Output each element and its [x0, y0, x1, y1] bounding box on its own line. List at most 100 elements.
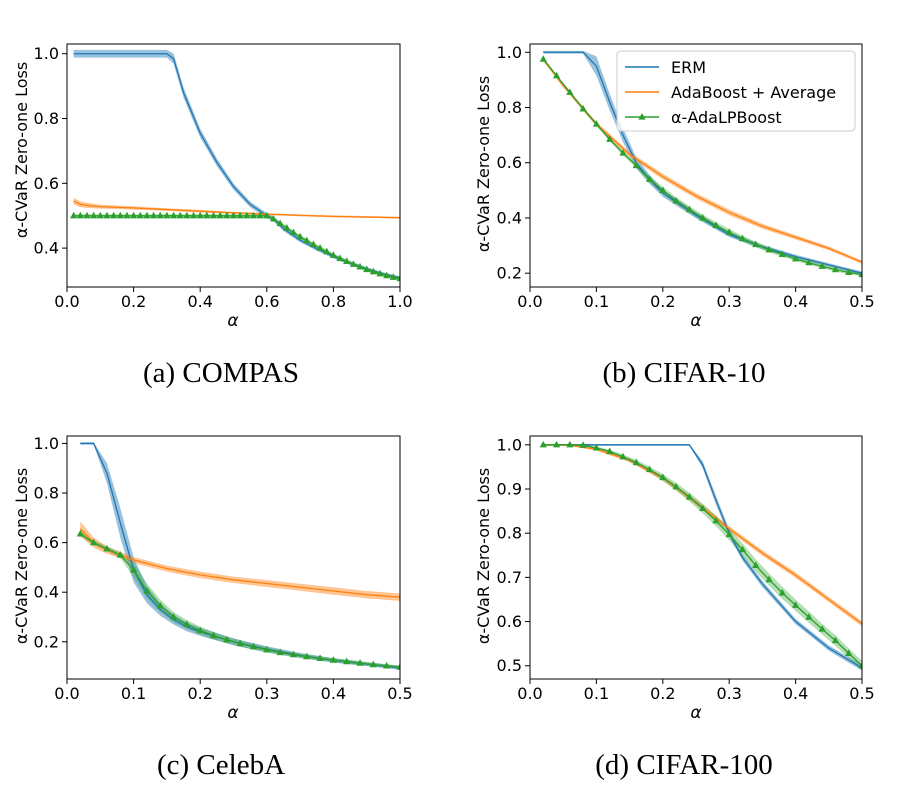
panel-a-adalpboost-marker [269, 214, 278, 222]
panel-a-adalpboost-marker [130, 211, 138, 219]
panel-d-adalpboost-marker [539, 440, 547, 448]
panel-c-xtick-label: 0.0 [54, 684, 79, 703]
panel-a-xtick-label: 0.0 [54, 292, 79, 311]
panel-c-adalpboost-marker [289, 650, 298, 658]
panel-b-xtick-label: 0.2 [650, 292, 675, 311]
panel-b-adalpboost-marker [685, 205, 693, 213]
panel-b-adalpboost-marker [699, 213, 707, 221]
panel-d-adalpboost-marker [765, 575, 773, 583]
panel-b-ylabel: α-CVaR Zero-one Loss [474, 76, 493, 252]
panel-d-adalpboost-marker [645, 465, 654, 473]
panel-b-adalpboost-marker [592, 120, 600, 127]
panel-d-ytick-label: 0.9 [497, 480, 522, 499]
panel-a-adalpboost-marker [76, 211, 84, 219]
panel-c-plot-area [76, 442, 400, 670]
panel-c-xtick-label: 0.1 [121, 684, 146, 703]
panel-b-adalpboost-marker [619, 149, 627, 156]
panel-c-adalpboost-marker [236, 639, 244, 647]
panel-b-xtick-label: 0.5 [849, 292, 874, 311]
panel-d-erm-band [543, 443, 862, 671]
panel-a-adalpboost-marker [276, 219, 284, 227]
panel-a-adalpboost-marker [209, 211, 218, 219]
panel-c-adalpboost-marker [303, 652, 311, 660]
panel-d-adaboost-average-band [543, 443, 862, 627]
panel-a-adalpboost-marker [256, 211, 264, 219]
panel-d-ytick-label: 0.6 [497, 612, 522, 631]
panel-d-adalpboost-marker [552, 440, 561, 448]
panel-d-plot-area [539, 440, 862, 671]
panel-a-adalpboost-marker [116, 211, 124, 219]
panel-a-adalpboost-marker [123, 211, 131, 219]
panel-a-erm-line [73, 53, 400, 279]
panel-c-adalpboost-marker [356, 659, 364, 666]
panel-c-caption: (c) CelebA [157, 749, 285, 780]
panel-b-adalpboost-marker [845, 268, 853, 275]
panel-b-ytick-label: 0.4 [497, 208, 522, 227]
panel-c-adaboost-average-band [80, 521, 400, 601]
panel-c-adalpboost-marker [90, 538, 98, 546]
panel-b-xtick-label: 0.1 [584, 292, 609, 311]
panel-a-erm-band [73, 49, 400, 280]
panel-b-adalpboost-marker [645, 175, 654, 182]
panel-b-frame [529, 43, 863, 288]
panel-d-adalpboost-marker [845, 649, 853, 656]
panel-d-adalpboost-marker [752, 561, 760, 569]
panel-c-adalpboost-marker [183, 620, 191, 628]
panel-d-caption: (d) CIFAR-100 [595, 749, 772, 780]
panel-a-adalpboost-line [73, 215, 400, 280]
panel-b-ytick-label: 1.0 [497, 43, 522, 62]
panel-d-frame [529, 435, 863, 680]
panel-b-xtick-label: 0.4 [783, 292, 808, 311]
panel-a-frame [66, 43, 401, 288]
panel-b-ytick-label: 0.2 [497, 264, 522, 283]
legend-label-adaboost-average: AdaBoost + Average [671, 83, 836, 102]
panel-d-adalpboost-marker [579, 441, 587, 448]
panel-d-adalpboost-marker [725, 530, 733, 538]
panel-a-adalpboost-marker [363, 265, 371, 273]
panel-a-xlabel: α [227, 311, 238, 331]
panel-d-adalpboost-marker [699, 504, 707, 512]
panel-c-adalpboost-marker [396, 663, 400, 670]
panel-c-ytick-label: 0.4 [34, 583, 59, 602]
panel-c-adalpboost-marker [103, 544, 111, 552]
panel-d-xtick-label: 0.4 [783, 684, 808, 703]
panel-c-adalpboost-marker [249, 642, 258, 650]
panel-a-adalpboost-marker [143, 211, 151, 219]
panel-b-xtick-label: 0.0 [517, 292, 542, 311]
panel-a-ytick-label: 0.6 [34, 174, 59, 193]
panel-d-erm-line [543, 444, 862, 669]
panel-a-adalpboost-marker [289, 228, 298, 236]
panel-c-adalpboost-marker [76, 529, 84, 537]
panel-b-adalpboost-marker [805, 258, 813, 266]
panel-d-adalpboost-marker [738, 545, 747, 553]
panel-c-adalpboost-marker [316, 654, 324, 662]
panel-a-adalpboost-marker [303, 236, 311, 244]
panel-b-xlabel: α [690, 311, 701, 331]
panel-c-adalpboost-marker [209, 631, 218, 639]
panel-a-adalpboost-marker [236, 211, 244, 219]
panel-a-xtick-label: 0.4 [187, 292, 212, 311]
panel-b-adalpboost-marker [632, 161, 640, 169]
panel-a-adalpboost-marker [103, 211, 111, 219]
panel-a-adalpboost-marker [96, 211, 104, 219]
panel-b-adalpboost-marker [552, 71, 561, 79]
panel-d-xlabel: α [690, 703, 701, 723]
panel-a-adalpboost-marker [163, 211, 171, 219]
panel-d-adalpboost-marker [606, 447, 614, 455]
legend-marker-adalpboost [638, 113, 646, 120]
legend-label-erm: ERM [671, 58, 706, 77]
panel-a-adalpboost-marker [249, 211, 258, 219]
panel-c-adalpboost-marker [156, 601, 164, 609]
panel-a-adalpboost-marker [376, 269, 384, 277]
panel-b-ytick-label: 0.8 [497, 98, 522, 117]
panel-d-adalpboost-marker [858, 661, 862, 669]
panel-a-adalpboost-marker [296, 232, 304, 240]
panel-a-adalpboost-marker [110, 211, 118, 219]
panel-c-adalpboost-marker [130, 565, 138, 573]
panel-a: α-CVaR Zero-one Loss α (a) COMPAS 0.0 0.2… [12, 43, 413, 389]
panel-c-erm-band [80, 442, 400, 670]
panel-a-adalpboost-marker [323, 247, 331, 255]
panel-d-adalpboost-marker [685, 492, 693, 500]
panel-a-adalpboost-marker [329, 251, 337, 258]
